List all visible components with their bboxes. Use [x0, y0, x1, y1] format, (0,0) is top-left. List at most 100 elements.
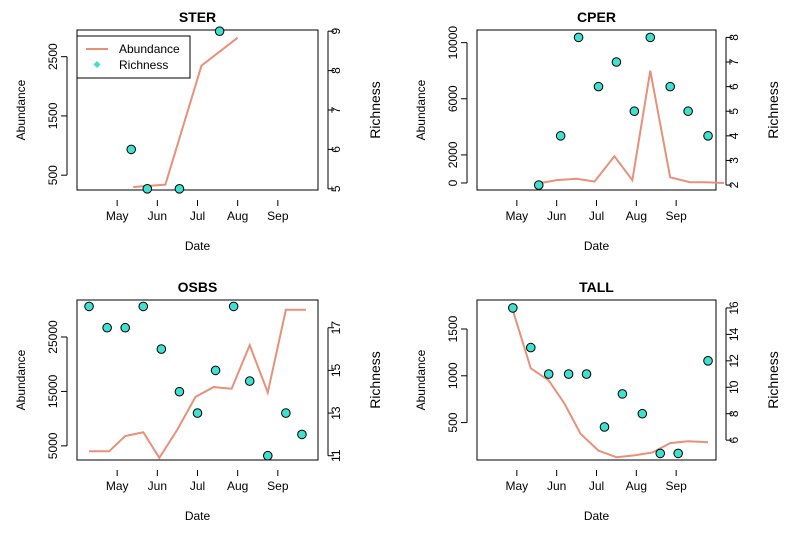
panel-title: TALL [579, 279, 614, 295]
y-right-tick-label: 3 [727, 157, 741, 164]
y-right-axis-label: Richness [765, 351, 781, 409]
y-right-tick-label: 16 [727, 301, 741, 315]
richness-point [210, 365, 221, 376]
richness-point [581, 369, 592, 379]
y-left-tick-label: 15000 [46, 374, 60, 408]
y-left-tick-label: 25000 [46, 320, 60, 354]
richness-point [703, 356, 713, 366]
x-tick-label: Jun [148, 479, 167, 493]
x-axis-label: Date [584, 239, 610, 253]
richness-point [192, 408, 203, 418]
y-left-tick-label: 500 [46, 165, 60, 185]
richness-point [673, 448, 683, 459]
y-left-axis-label: Abundance [14, 349, 28, 410]
richness-point [102, 322, 112, 333]
x-tick-label: Jun [547, 209, 566, 223]
plot-frame [476, 299, 717, 461]
y-right-tick-label: 15 [329, 363, 343, 377]
y-right-axis-label: Richness [367, 81, 383, 139]
x-axis-label: Date [185, 509, 211, 523]
richness-point [142, 184, 153, 194]
richness-point [703, 131, 713, 141]
x-tick-label: Aug [626, 479, 647, 493]
y-right-tick-label: 5 [727, 108, 741, 115]
y-right-tick-label: 6 [727, 83, 741, 90]
legend: Abundance Richness [76, 35, 191, 79]
plot-frame [476, 29, 717, 191]
y-right-tick-label: 7 [727, 58, 741, 65]
y-right-tick-label: 12 [727, 354, 741, 368]
y-left-tick-label: 2500 [46, 43, 60, 70]
legend-richness-swatch [93, 61, 101, 68]
richness-point [655, 448, 666, 459]
richness-point [297, 429, 307, 440]
y-left-tick-label: 10000 [446, 26, 460, 60]
panel-tall: TALL May Jun Jul Aug Sep Date 500 1000 1500 Abunda… [414, 279, 781, 523]
y-right-tick-label: 6 [329, 146, 343, 153]
richness-point [508, 303, 518, 313]
panel-title: OSBS [178, 279, 218, 295]
legend-box [76, 35, 191, 79]
richness-point [525, 342, 536, 353]
y-left-axis-label: Abundance [414, 79, 428, 140]
panel-title: CPER [577, 9, 616, 25]
y-right-tick-label: 5 [329, 185, 343, 192]
panel-osbs: OSBS May Jun Jul Aug Sep Date 5000 15000 25000 Abu… [14, 279, 383, 523]
y-right-tick-label: 13 [329, 406, 343, 420]
richness-point [84, 301, 94, 312]
richness-point [665, 81, 675, 92]
y-right-tick-label: 4 [727, 132, 741, 139]
plot-frame [76, 29, 319, 191]
richness-point [533, 180, 544, 190]
x-tick-label: Aug [626, 209, 647, 223]
y-left-tick-label: 500 [446, 412, 460, 432]
richness-point [611, 57, 622, 67]
y-left-tick-label: 1000 [446, 362, 460, 389]
richness-point [138, 301, 149, 312]
richness-point [555, 131, 566, 141]
y-left-tick-label: 5000 [46, 432, 60, 459]
richness-point [228, 301, 239, 312]
y-left-axis-label: Abundance [14, 79, 28, 140]
y-left-tick-label: 0 [446, 179, 460, 186]
richness-point [174, 184, 185, 194]
panel-cper: CPER May Jun Jul Aug Sep Date 0 2000 6000 10000 Abu… [414, 9, 781, 253]
richness-point [645, 32, 656, 43]
abundance-line [89, 308, 306, 460]
panel-title: STER [179, 9, 216, 25]
x-tick-label: May [505, 209, 528, 223]
y-right-tick-label: 14 [727, 327, 741, 341]
richness-point [563, 369, 574, 379]
x-tick-label: Sep [267, 209, 289, 223]
richness-point [120, 322, 130, 333]
legend-label-abundance: Abundance [119, 42, 180, 56]
richness-point [599, 422, 610, 432]
richness-point [156, 344, 167, 354]
richness-point [593, 81, 604, 92]
y-right-tick-label: 10 [727, 380, 741, 394]
richness-point [244, 376, 255, 386]
x-axis-label: Date [584, 509, 610, 523]
y-right-axis-label: Richness [765, 81, 781, 139]
richness-point [617, 389, 628, 399]
y-right-tick-label: 8 [727, 34, 741, 41]
x-tick-label: Sep [665, 209, 687, 223]
x-tick-label: Jul [589, 209, 604, 223]
x-tick-label: Sep [267, 479, 289, 493]
x-tick-label: Jul [589, 479, 604, 493]
y-left-tick-label: 6000 [446, 85, 460, 112]
plot-frame [76, 299, 319, 461]
y-right-tick-label: 17 [329, 321, 343, 335]
y-right-axis-label: Richness [367, 351, 383, 409]
x-tick-label: May [106, 479, 129, 493]
x-tick-label: May [106, 209, 129, 223]
abundance-line [540, 70, 725, 184]
x-tick-label: Jul [190, 479, 205, 493]
y-left-tick-label: 1500 [46, 102, 60, 129]
richness-point [126, 144, 137, 155]
y-left-axis-label: Abundance [414, 349, 428, 410]
richness-point [281, 408, 291, 418]
x-tick-label: Aug [227, 479, 248, 493]
y-left-tick-label: 2000 [446, 141, 460, 168]
